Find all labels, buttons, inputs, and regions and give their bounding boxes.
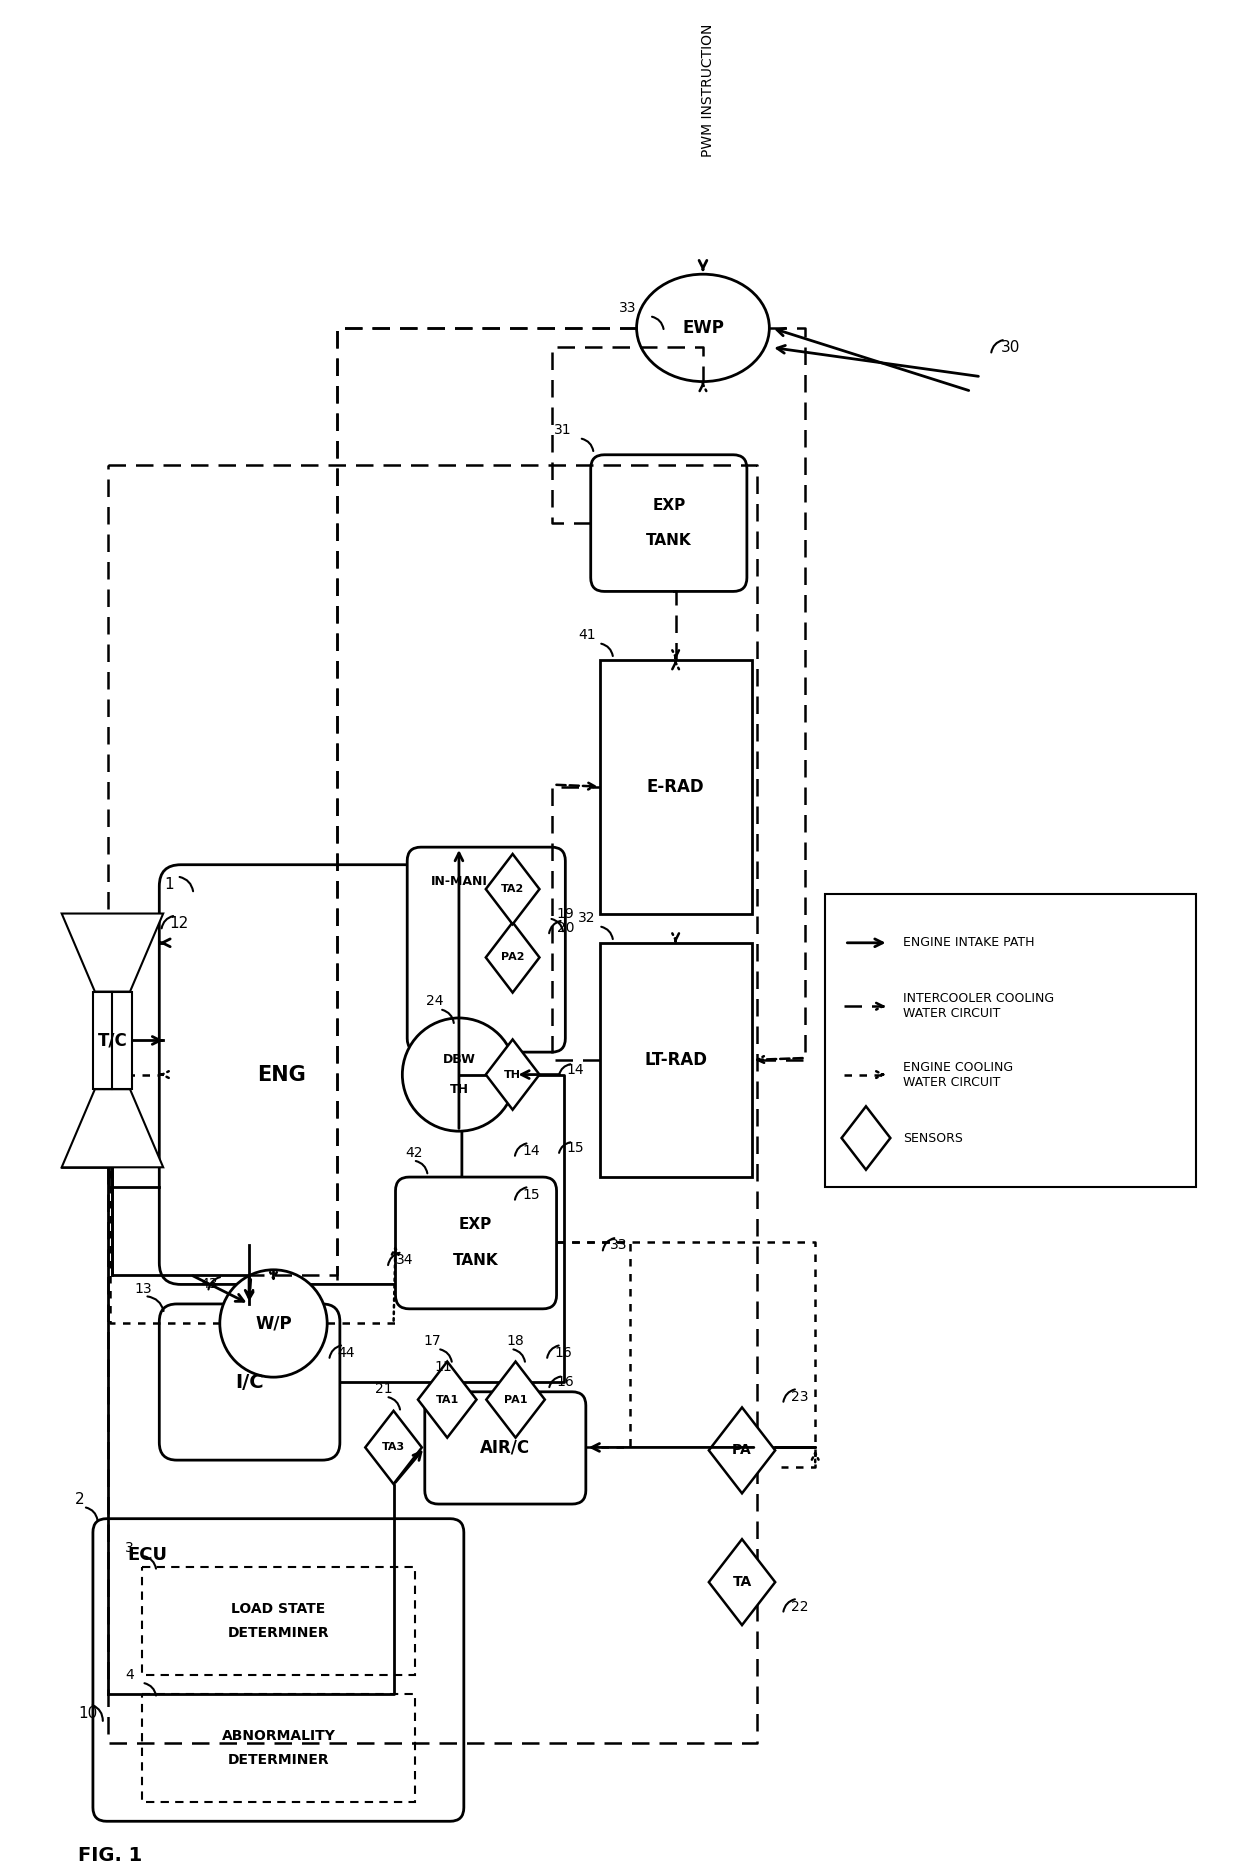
Text: 16: 16 <box>554 1347 573 1360</box>
Bar <box>600 942 751 1176</box>
Text: 16: 16 <box>557 1375 574 1390</box>
Text: TA: TA <box>733 1575 751 1588</box>
Text: TA3: TA3 <box>382 1442 405 1452</box>
Polygon shape <box>709 1540 775 1626</box>
Text: ABNORMALITY: ABNORMALITY <box>222 1729 335 1744</box>
Text: 13: 13 <box>135 1283 153 1296</box>
Text: PA2: PA2 <box>501 953 525 963</box>
Text: T/C: T/C <box>98 1032 128 1049</box>
Text: TANK: TANK <box>453 1253 498 1268</box>
Text: 18: 18 <box>507 1334 525 1349</box>
Bar <box>825 893 1195 1187</box>
Text: 41: 41 <box>578 627 595 642</box>
Text: 1: 1 <box>164 877 174 892</box>
Text: EXP: EXP <box>652 498 686 513</box>
Text: 21: 21 <box>374 1382 393 1395</box>
Text: 19: 19 <box>557 907 574 920</box>
Bar <box>93 991 131 1090</box>
Text: TANK: TANK <box>646 534 692 549</box>
Text: 20: 20 <box>557 922 574 935</box>
Text: PA1: PA1 <box>503 1395 527 1405</box>
Bar <box>141 1695 415 1802</box>
Polygon shape <box>486 1040 539 1109</box>
FancyBboxPatch shape <box>396 1176 557 1309</box>
FancyBboxPatch shape <box>407 847 565 1053</box>
Text: 15: 15 <box>567 1141 584 1156</box>
Text: LOAD STATE: LOAD STATE <box>231 1603 326 1616</box>
Text: TH: TH <box>449 1083 469 1096</box>
Bar <box>141 1568 415 1674</box>
Text: 30: 30 <box>1001 339 1021 354</box>
Text: EXP: EXP <box>459 1217 492 1232</box>
Text: 33: 33 <box>610 1238 627 1253</box>
Text: AIR/C: AIR/C <box>480 1438 529 1457</box>
Text: 17: 17 <box>424 1334 441 1349</box>
Text: 23: 23 <box>791 1390 808 1403</box>
Polygon shape <box>709 1407 775 1493</box>
Polygon shape <box>62 1090 164 1167</box>
Text: 2: 2 <box>76 1491 86 1506</box>
Text: I/C: I/C <box>234 1373 263 1392</box>
Text: EWP: EWP <box>682 318 724 337</box>
Text: 4: 4 <box>125 1667 134 1682</box>
Text: 34: 34 <box>396 1253 413 1266</box>
Ellipse shape <box>636 273 769 382</box>
FancyBboxPatch shape <box>159 865 461 1285</box>
Text: 14: 14 <box>567 1062 584 1077</box>
Text: SENSORS: SENSORS <box>903 1131 963 1144</box>
Text: ENG: ENG <box>257 1064 306 1084</box>
Polygon shape <box>418 1362 476 1438</box>
Text: TA1: TA1 <box>435 1395 459 1405</box>
FancyBboxPatch shape <box>590 455 746 592</box>
Text: INTERCOOLER COOLING
WATER CIRCUIT: INTERCOOLER COOLING WATER CIRCUIT <box>903 993 1054 1021</box>
Text: 11: 11 <box>434 1360 453 1375</box>
Polygon shape <box>842 1107 890 1171</box>
Text: 33: 33 <box>619 302 636 315</box>
Text: 14: 14 <box>522 1144 539 1158</box>
Polygon shape <box>486 1362 544 1438</box>
Text: 43: 43 <box>201 1277 218 1290</box>
FancyBboxPatch shape <box>425 1392 585 1504</box>
Text: FIG. 1: FIG. 1 <box>78 1847 143 1866</box>
Circle shape <box>402 1017 516 1131</box>
Polygon shape <box>366 1410 422 1483</box>
Polygon shape <box>486 922 539 993</box>
Text: 12: 12 <box>169 916 188 931</box>
Text: DETERMINER: DETERMINER <box>228 1753 329 1766</box>
FancyBboxPatch shape <box>93 1519 464 1821</box>
Text: PWM INSTRUCTION: PWM INSTRUCTION <box>701 24 714 157</box>
Text: DBW: DBW <box>443 1053 475 1066</box>
Text: 44: 44 <box>337 1347 355 1360</box>
Text: 32: 32 <box>578 912 595 925</box>
Circle shape <box>219 1270 327 1377</box>
Polygon shape <box>486 854 539 923</box>
Text: LT-RAD: LT-RAD <box>644 1051 707 1069</box>
Text: PA: PA <box>732 1444 751 1457</box>
Text: IN-MANI: IN-MANI <box>430 875 487 888</box>
Bar <box>600 659 751 914</box>
Text: 31: 31 <box>553 423 572 438</box>
Text: 3: 3 <box>125 1541 134 1555</box>
Text: TH: TH <box>505 1069 521 1079</box>
Text: E-RAD: E-RAD <box>647 777 704 796</box>
Text: TA2: TA2 <box>501 884 525 893</box>
FancyBboxPatch shape <box>159 1304 340 1461</box>
Text: 15: 15 <box>522 1187 539 1202</box>
Text: ENGINE COOLING
WATER CIRCUIT: ENGINE COOLING WATER CIRCUIT <box>903 1060 1013 1088</box>
Text: 42: 42 <box>405 1146 423 1159</box>
Text: ENGINE INTAKE PATH: ENGINE INTAKE PATH <box>903 936 1034 950</box>
Text: W/P: W/P <box>255 1315 291 1332</box>
Text: 22: 22 <box>791 1600 808 1613</box>
Polygon shape <box>62 914 164 991</box>
Text: 24: 24 <box>425 995 443 1008</box>
Text: 10: 10 <box>78 1706 98 1721</box>
Text: ECU: ECU <box>126 1545 167 1564</box>
Text: DETERMINER: DETERMINER <box>228 1626 329 1641</box>
